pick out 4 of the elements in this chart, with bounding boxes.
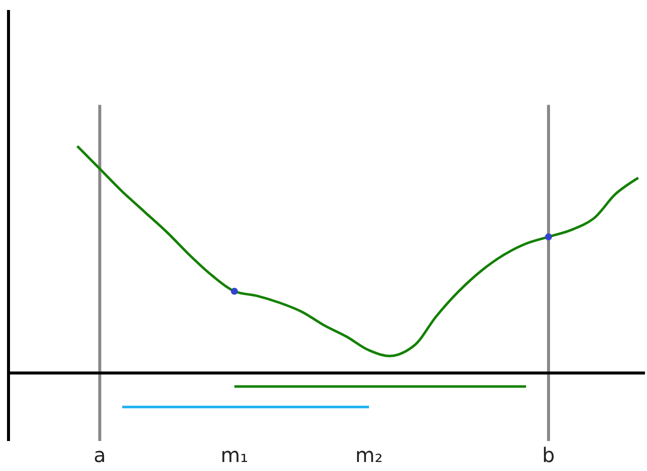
x-tick-label: a — [94, 443, 106, 467]
x-tick-label: m₂ — [355, 443, 383, 467]
x-tick-label: m₁ — [220, 443, 248, 467]
x-tick-label: b — [542, 443, 555, 467]
